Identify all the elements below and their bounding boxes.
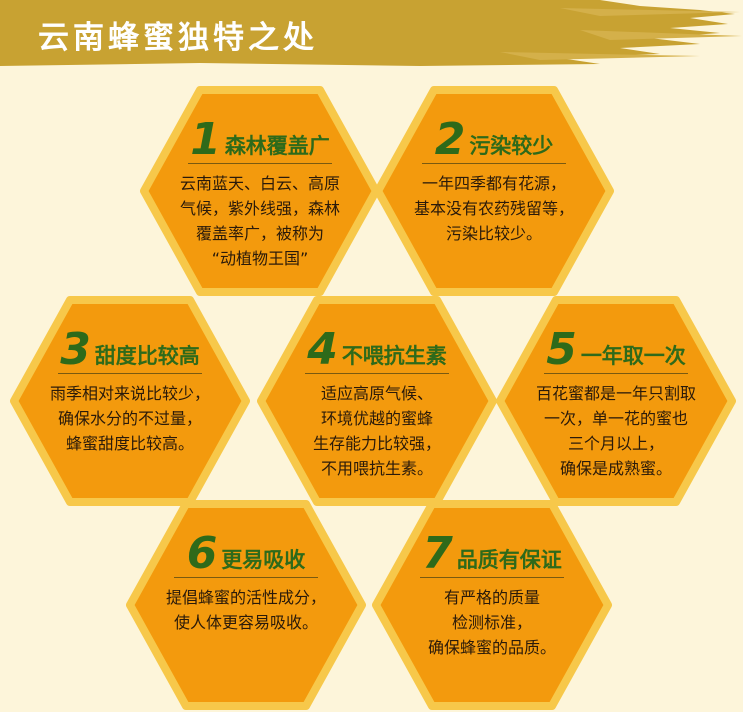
description-line: 提倡蜂蜜的活性成分，: [165, 588, 326, 607]
hexagon-shape: [374, 86, 614, 296]
hexagon-shape: [496, 296, 736, 506]
hexagon-card-2: 2 污染较少 一年四季都有花源， 基本没有农药残留等， 污染比较少。: [374, 86, 614, 296]
card-description: 有严格的质量 检测标准， 确保蜂蜜的品质。: [428, 585, 556, 660]
hexagon-card-3: 3 甜度比较高 雨季相对来说比较少， 确保水分的不过量， 蜂蜜甜度比较高。: [10, 296, 250, 506]
hexagon-card-1: 1 森林覆盖广 云南蓝天、白云、高原 气候，紫外线强，森林 覆盖率广，被称为 “…: [140, 86, 380, 296]
hexagon-card-7: 7 品质有保证 有严格的质量 检测标准， 确保蜂蜜的品质。: [372, 500, 612, 710]
description-line: 基本没有农药残留等，: [413, 199, 574, 218]
hexagon-shape: [140, 86, 380, 296]
description-line: 覆盖率广，被称为: [195, 224, 324, 243]
description-line: 百花蜜都是一年只割取: [535, 384, 696, 403]
description-line: 检测标准，: [451, 613, 532, 632]
description-line: “动植物王国”: [211, 249, 309, 268]
hexagon-card-6: 6 更易吸收 提倡蜂蜜的活性成分， 使人体更容易吸收。: [126, 500, 366, 710]
description-line: 生存能力比较强，: [312, 434, 441, 453]
description-line: 使人体更容易吸收。: [173, 613, 318, 632]
card-title: 不喂抗生素: [341, 344, 447, 368]
card-title: 更易吸收: [221, 548, 306, 572]
card-number: 4: [307, 324, 338, 375]
card-title: 一年取一次: [580, 344, 686, 368]
card-heading: 3 甜度比较高: [58, 324, 202, 375]
card-title: 森林覆盖广: [224, 134, 330, 158]
description-line: 云南蓝天、白云、高原: [179, 174, 340, 193]
description-line: 确保蜂蜜的品质。: [427, 638, 556, 657]
card-title: 品质有保证: [456, 548, 562, 572]
hexagon-card-5: 5 一年取一次 百花蜜都是一年只割取 一次，单一花的蜜也 三个月以上， 确保是成…: [496, 296, 736, 506]
description-line: 有严格的质量: [443, 588, 540, 607]
description-line: 确保水分的不过量，: [57, 409, 202, 428]
description-line: 气候，紫外线强，森林: [179, 199, 340, 218]
card-description: 适应高原气候、 环境优越的蜜蜂 生存能力比较强， 不用喂抗生素。: [313, 381, 441, 481]
title-banner: 云南蜂蜜独特之处: [0, 0, 743, 70]
card-description: 云南蓝天、白云、高原 气候，紫外线强，森林 覆盖率广，被称为 “动植物王国”: [180, 171, 340, 271]
card-heading: 4 不喂抗生素: [305, 324, 449, 375]
card-description: 提倡蜂蜜的活性成分， 使人体更容易吸收。: [166, 585, 326, 635]
card-description: 雨季相对来说比较少， 确保水分的不过量， 蜂蜜甜度比较高。: [50, 381, 210, 456]
card-number: 2: [434, 114, 466, 165]
hexagon-card-4: 4 不喂抗生素 适应高原气候、 环境优越的蜜蜂 生存能力比较强， 不用喂抗生素。: [257, 296, 497, 506]
card-number: 5: [546, 324, 577, 375]
card-heading: 7 品质有保证: [420, 528, 564, 579]
page-title: 云南蜂蜜独特之处: [38, 20, 318, 56]
card-heading: 6 更易吸收: [174, 528, 318, 579]
description-line: 适应高原气候、: [320, 384, 433, 403]
hexagon-shape: [126, 500, 366, 710]
description-line: 蜂蜜甜度比较高。: [65, 434, 194, 453]
description-line: 一次，单一花的蜜也: [543, 409, 688, 428]
description-line: 污染比较少。: [445, 224, 542, 243]
card-heading: 1 森林覆盖广: [188, 114, 332, 165]
description-line: 一年四季都有花源，: [421, 174, 566, 193]
card-number: 3: [60, 324, 91, 375]
description-line: 确保是成熟蜜。: [559, 459, 672, 478]
card-number: 6: [186, 528, 218, 579]
description-line: 环境优越的蜜蜂: [320, 409, 433, 428]
card-heading: 2 污染较少: [422, 114, 566, 165]
card-number: 7: [422, 528, 453, 579]
card-title: 甜度比较高: [94, 344, 200, 368]
card-description: 一年四季都有花源， 基本没有农药残留等， 污染比较少。: [414, 171, 574, 246]
hexagon-shape: [372, 500, 612, 710]
description-line: 雨季相对来说比较少，: [49, 384, 210, 403]
card-number: 1: [190, 114, 221, 165]
card-heading: 5 一年取一次: [544, 324, 688, 375]
card-title: 污染较少: [469, 134, 554, 158]
description-line: 三个月以上，: [567, 434, 664, 453]
card-description: 百花蜜都是一年只割取 一次，单一花的蜜也 三个月以上， 确保是成熟蜜。: [536, 381, 696, 481]
brush-stroke-background: [0, 0, 742, 66]
description-line: 不用喂抗生素。: [320, 459, 433, 478]
